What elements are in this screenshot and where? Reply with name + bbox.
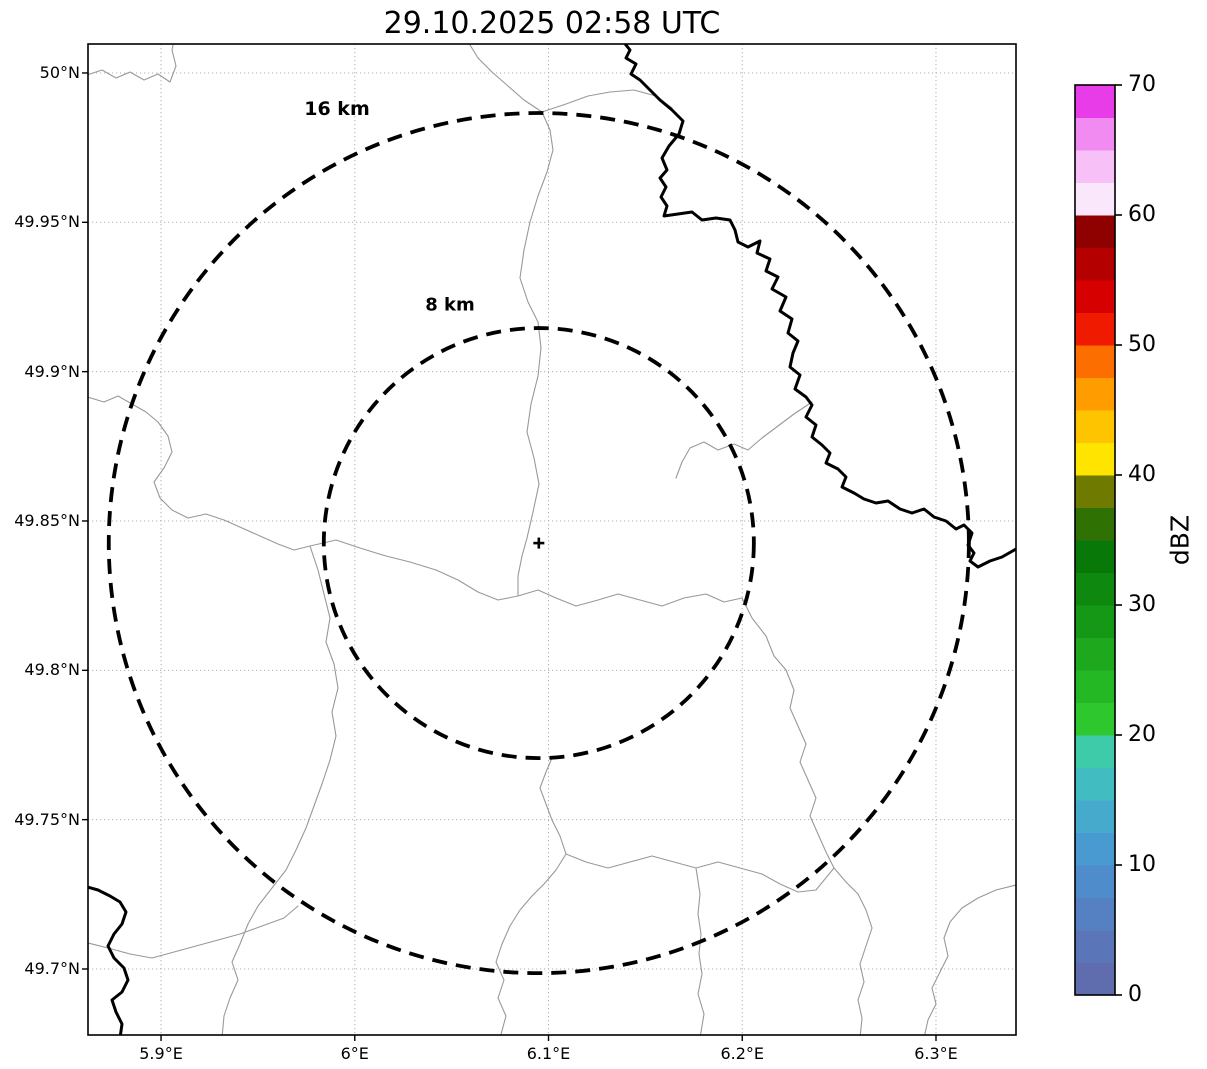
range-ring-label-8km: 8 km — [425, 294, 475, 316]
plot-frame — [87, 43, 1017, 1036]
y-tick-label: 49.75°N — [14, 809, 80, 829]
colorbar-tick-label: 10 — [1128, 852, 1156, 877]
x-tick-label: 6.3°E — [914, 1044, 958, 1063]
x-tick-label: 6.1°E — [526, 1044, 571, 1063]
x-tick-label: 5.9°E — [139, 1044, 183, 1063]
plot-title: 29.10.2025 02:58 UTC — [383, 6, 721, 41]
y-tick-label: 49.8°N — [24, 660, 80, 680]
range-ring-label-16km: 16 km — [304, 98, 370, 120]
gridlines — [88, 44, 1016, 1035]
colorbar-tick-label: 50 — [1128, 332, 1156, 357]
colorbar-label: dBZ — [1165, 514, 1195, 566]
map-boundary-lines — [88, 44, 1016, 1035]
axis-ticks — [82, 72, 937, 1041]
colorbar-tick-label: 0 — [1128, 982, 1142, 1007]
colorbar-tick-label: 40 — [1128, 462, 1156, 487]
colorbar-tick-label: 60 — [1128, 202, 1156, 227]
colorbar-tick-label: 20 — [1128, 722, 1156, 747]
colorbar — [1074, 84, 1122, 996]
y-tick-label: 49.85°N — [14, 510, 80, 530]
range-rings — [106, 111, 971, 976]
x-tick-label: 6°E — [340, 1044, 369, 1063]
y-tick-label: 49.9°N — [24, 361, 80, 381]
y-tick-label: 49.95°N — [14, 212, 80, 232]
y-tick-label: 50°N — [39, 62, 80, 82]
colorbar-tick-label: 30 — [1128, 592, 1156, 617]
y-tick-label: 49.7°N — [24, 958, 80, 978]
radar-center-marker — [533, 537, 545, 549]
x-tick-label: 6.2°E — [720, 1044, 765, 1063]
colorbar-tick-label: 70 — [1128, 72, 1156, 97]
